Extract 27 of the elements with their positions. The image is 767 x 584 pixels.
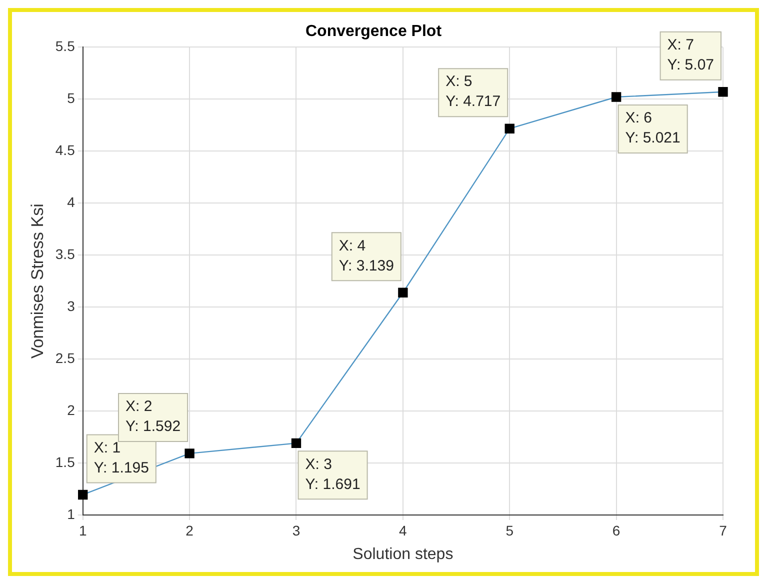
x-tick-label: 1 [78,522,87,538]
annotation: X: 4 Y: 3.139 [338,237,394,274]
y-tick-label: 3.5 [55,246,76,262]
annotation: X: 5 Y: 4.717 [446,73,501,110]
y-tick-label: 3 [67,298,76,314]
y-tick-label: 4.5 [55,142,76,158]
y-tick-label: 2.5 [55,350,76,366]
x-tick-label: 6 [612,522,620,538]
x-tick-label: 5 [506,522,514,538]
chart-title: Convergence Plot [305,23,442,40]
y-axis-title: Vonmises Stress Ksi [28,204,47,359]
y-tick-label: 5 [67,90,76,106]
x-axis-title: Solution steps [352,546,454,563]
x-tick-label: 2 [186,522,194,538]
annotation: X: 3 Y: 1.691 [305,456,360,493]
y-tick-label: 5.5 [55,38,76,54]
x-tick-label: 7 [719,522,728,538]
annotation: X: 1 Y: 1.195 [94,439,149,476]
y-tick-label: 1.5 [55,454,76,470]
y-tick-label: 2 [67,402,76,418]
y-tick-label: 4 [67,194,76,210]
y-tick-label: 1 [67,506,76,522]
x-tick-label: 3 [292,522,300,538]
annotation: X: 6 Y: 5.021 [625,110,680,147]
x-tick-label: 4 [399,522,408,538]
annotation: X: 2 Y: 1.592 [126,398,181,436]
annotation: X: 7 Y: 5.07 [667,36,714,74]
